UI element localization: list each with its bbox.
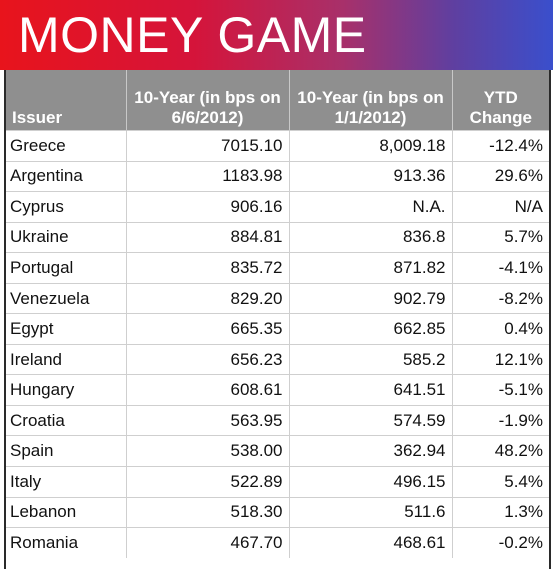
yield-jun-cell: 7015.10 <box>125 130 289 162</box>
yield-jan-cell: 641.51 <box>288 374 452 406</box>
yield-jan-cell: 496.15 <box>288 466 452 498</box>
yield-jan-cell: 574.59 <box>288 404 452 436</box>
ytd-change-cell: -5.1% <box>451 374 549 406</box>
issuer-cell: Ireland <box>6 343 126 375</box>
table-row: Romania 467.70 468.61 -0.2% <box>6 527 549 558</box>
ytd-change-cell: -4.1% <box>451 252 549 284</box>
yield-jan-cell: 468.61 <box>288 527 452 558</box>
yield-jan-cell: 585.2 <box>288 343 452 375</box>
issuer-cell: Spain <box>6 435 126 467</box>
ytd-change-cell: -1.9% <box>451 404 549 436</box>
table-row: Ireland 656.23 585.2 12.1% <box>6 343 549 375</box>
yield-jun-cell: 608.61 <box>125 374 289 406</box>
table-row: Croatia 563.95 574.59 -1.9% <box>6 404 549 436</box>
yield-jan-cell: 362.94 <box>288 435 452 467</box>
table-body: Greece 7015.10 8,009.18 -12.4% Argentina… <box>6 130 549 558</box>
yield-jan-cell: N.A. <box>288 191 452 223</box>
yield-jan-cell: 913.36 <box>288 160 452 192</box>
ytd-change-cell: 1.3% <box>451 496 549 528</box>
yield-jan-cell: 871.82 <box>288 252 452 284</box>
header-issuer: Issuer <box>6 70 126 131</box>
ytd-change-cell: -8.2% <box>451 282 549 314</box>
table-row: Egypt 665.35 662.85 0.4% <box>6 313 549 345</box>
yield-jun-cell: 1183.98 <box>125 160 289 192</box>
table-row: Venezuela 829.20 902.79 -8.2% <box>6 282 549 314</box>
ytd-change-cell: 5.7% <box>451 221 549 253</box>
yield-jun-cell: 522.89 <box>125 466 289 498</box>
table-row: Hungary 608.61 641.51 -5.1% <box>6 374 549 406</box>
issuer-cell: Portugal <box>6 252 126 284</box>
ytd-change-cell: 5.4% <box>451 466 549 498</box>
issuer-cell: Egypt <box>6 313 126 345</box>
issuer-cell: Italy <box>6 466 126 498</box>
yield-jan-cell: 662.85 <box>288 313 452 345</box>
table-row: Ukraine 884.81 836.8 5.7% <box>6 221 549 253</box>
yield-jan-cell: 511.6 <box>288 496 452 528</box>
yield-jun-cell: 906.16 <box>125 191 289 223</box>
page-title: MONEY GAME <box>18 7 367 63</box>
issuer-cell: Argentina <box>6 160 126 192</box>
table-row: Italy 522.89 496.15 5.4% <box>6 466 549 498</box>
ytd-change-cell: 48.2% <box>451 435 549 467</box>
issuer-cell: Hungary <box>6 374 126 406</box>
yield-jan-cell: 8,009.18 <box>288 130 452 162</box>
issuer-cell: Cyprus <box>6 191 126 223</box>
yield-jun-cell: 656.23 <box>125 343 289 375</box>
issuer-cell: Ukraine <box>6 221 126 253</box>
issuer-cell: Greece <box>6 130 126 162</box>
issuer-cell: Romania <box>6 527 126 558</box>
ytd-change-cell: -12.4% <box>451 130 549 162</box>
issuer-cell: Venezuela <box>6 282 126 314</box>
header-yield-2012-06-06: 10-Year (in bps on 6/6/2012) <box>125 70 289 131</box>
table-row: Argentina 1183.98 913.36 29.6% <box>6 160 549 192</box>
yield-jun-cell: 665.35 <box>125 313 289 345</box>
ytd-change-cell: 29.6% <box>451 160 549 192</box>
table-row: Portugal 835.72 871.82 -4.1% <box>6 252 549 284</box>
table-header-row: Issuer 10-Year (in bps on 6/6/2012) 10-Y… <box>6 70 549 131</box>
issuer-cell: Lebanon <box>6 496 126 528</box>
yield-jan-cell: 902.79 <box>288 282 452 314</box>
yield-jun-cell: 835.72 <box>125 252 289 284</box>
table-row: Lebanon 518.30 511.6 1.3% <box>6 496 549 528</box>
yield-jun-cell: 829.20 <box>125 282 289 314</box>
yield-jun-cell: 467.70 <box>125 527 289 558</box>
table-row: Greece 7015.10 8,009.18 -12.4% <box>6 130 549 162</box>
yield-jun-cell: 538.00 <box>125 435 289 467</box>
ytd-change-cell: 0.4% <box>451 313 549 345</box>
ytd-change-cell: -0.2% <box>451 527 549 558</box>
bond-yield-table: Issuer 10-Year (in bps on 6/6/2012) 10-Y… <box>4 70 551 569</box>
ytd-change-cell: N/A <box>451 191 549 223</box>
header-yield-2012-01-01: 10-Year (in bps on 1/1/2012) <box>288 70 452 131</box>
ytd-change-cell: 12.1% <box>451 343 549 375</box>
title-banner: MONEY GAME <box>0 0 553 70</box>
data-table: Issuer 10-Year (in bps on 6/6/2012) 10-Y… <box>6 70 549 558</box>
yield-jun-cell: 563.95 <box>125 404 289 436</box>
yield-jun-cell: 518.30 <box>125 496 289 528</box>
yield-jun-cell: 884.81 <box>125 221 289 253</box>
table-row: Cyprus 906.16 N.A. N/A <box>6 191 549 223</box>
header-ytd-change: YTD Change <box>451 70 549 131</box>
issuer-cell: Croatia <box>6 404 126 436</box>
yield-jan-cell: 836.8 <box>288 221 452 253</box>
table-row: Spain 538.00 362.94 48.2% <box>6 435 549 467</box>
